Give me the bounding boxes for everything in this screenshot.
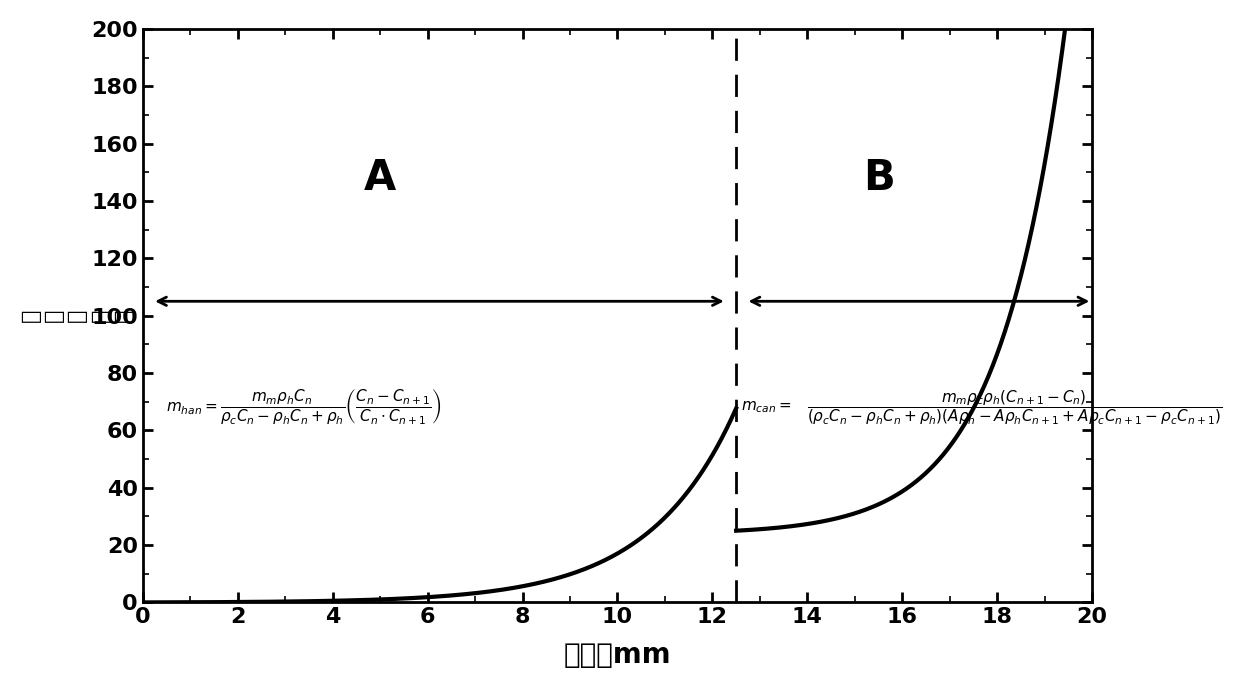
Y-axis label: 添
加
量
，
克: 添 加 量 ， 克 xyxy=(21,309,134,322)
Text: A: A xyxy=(365,157,397,199)
Text: $m_{can}=$: $m_{can}=$ xyxy=(740,400,791,415)
Text: $m_{han}=\dfrac{m_m\rho_hC_n}{\rho_cC_n-\rho_hC_n+\rho_h}\left(\dfrac{C_n-C_{n+1: $m_{han}=\dfrac{m_m\rho_hC_n}{\rho_cC_n-… xyxy=(166,388,443,427)
Text: $\dfrac{m_m\rho_c\rho_h(C_{n+1}-C_n)}{(\rho_cC_n-\rho_hC_n+\rho_h)(A\rho_h-A\rho: $\dfrac{m_m\rho_c\rho_h(C_{n+1}-C_n)}{(\… xyxy=(807,388,1223,427)
X-axis label: 厕度，mm: 厕度，mm xyxy=(564,641,671,669)
Text: B: B xyxy=(863,157,894,199)
